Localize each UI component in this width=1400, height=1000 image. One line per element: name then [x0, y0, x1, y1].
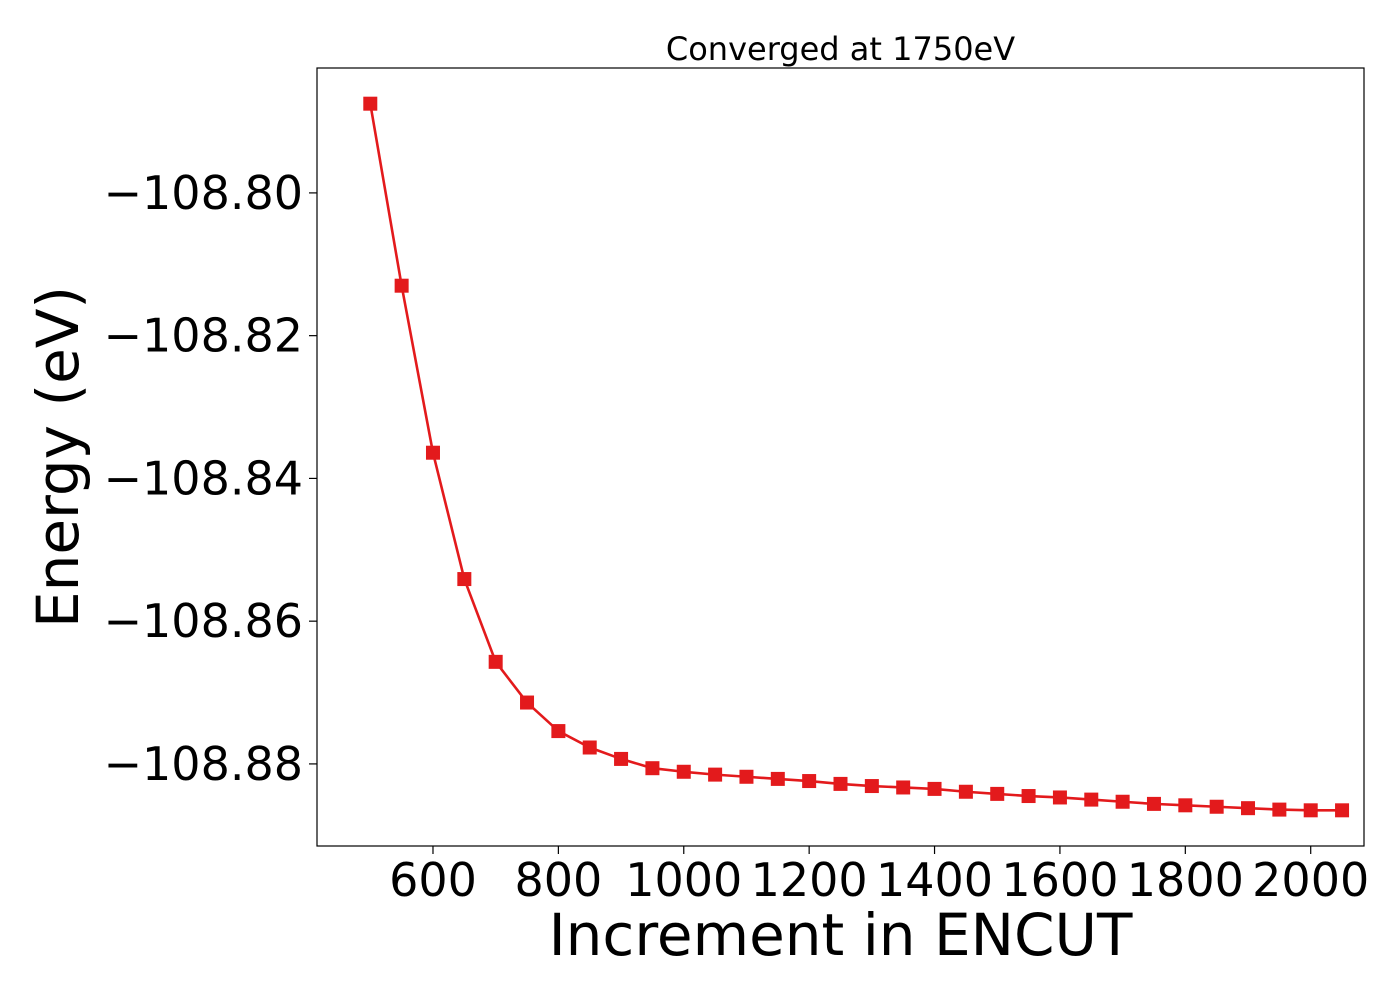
data-point-marker — [1303, 803, 1318, 818]
plot-frame — [316, 67, 1365, 847]
data-point-marker — [582, 740, 597, 755]
data-point-marker — [1146, 796, 1161, 811]
data-point-marker — [676, 764, 691, 779]
y-tick-label: −108.88 — [104, 737, 304, 791]
y-tick-label: −108.80 — [104, 166, 304, 220]
x-tick-label: 800 — [514, 853, 602, 907]
y-tick-label: −108.82 — [104, 309, 304, 363]
data-point-marker — [1209, 799, 1224, 814]
data-point-marker — [990, 786, 1005, 801]
x-tick-label: 1600 — [1001, 853, 1118, 907]
data-point-marker — [425, 445, 440, 460]
data-point-marker — [770, 771, 785, 786]
data-point-marker — [394, 278, 409, 293]
y-axis-label: Energy (eV) — [24, 286, 92, 628]
x-axis-label: Increment in ENCUT — [549, 901, 1133, 969]
data-point-marker — [1084, 792, 1099, 807]
data-point-marker — [551, 724, 566, 739]
plot-area — [316, 67, 1365, 847]
data-point-marker — [739, 769, 754, 784]
x-tick-label: 1800 — [1127, 853, 1244, 907]
data-point-marker — [645, 761, 660, 776]
y-axis: −108.80 −108.82 −108.84 −108.86 −108.88 — [104, 166, 317, 791]
y-tick-label: −108.84 — [104, 451, 304, 505]
data-point-marker — [457, 572, 472, 587]
data-point-marker — [896, 780, 911, 795]
x-tick-label: 1000 — [625, 853, 742, 907]
data-point-marker — [864, 779, 879, 794]
data-point-marker — [1052, 790, 1067, 805]
x-axis: 600 800 1000 1200 1400 1600 1800 2000 — [389, 846, 1369, 907]
y-tick-label: −108.86 — [104, 594, 304, 648]
data-point-marker — [1335, 803, 1350, 818]
data-point-marker — [520, 695, 535, 710]
x-tick-label: 600 — [389, 853, 477, 907]
data-point-marker — [927, 781, 942, 796]
data-point-marker — [1241, 801, 1256, 816]
data-point-marker — [958, 784, 973, 799]
data-point-marker — [708, 767, 723, 782]
data-point-marker — [614, 751, 629, 766]
data-point-marker — [1178, 798, 1193, 813]
data-point-marker — [363, 96, 378, 111]
data-point-marker — [833, 776, 848, 791]
data-point-marker — [488, 654, 503, 669]
x-tick-label: 2000 — [1252, 853, 1369, 907]
x-tick-label: 1200 — [751, 853, 868, 907]
data-point-marker — [1272, 802, 1287, 817]
data-point-marker — [1115, 794, 1130, 809]
data-point-marker — [1021, 789, 1036, 804]
series-line — [369, 103, 1343, 812]
chart-title: Converged at 1750eV — [666, 30, 1015, 68]
x-tick-label: 1400 — [876, 853, 993, 907]
data-point-marker — [802, 774, 817, 789]
